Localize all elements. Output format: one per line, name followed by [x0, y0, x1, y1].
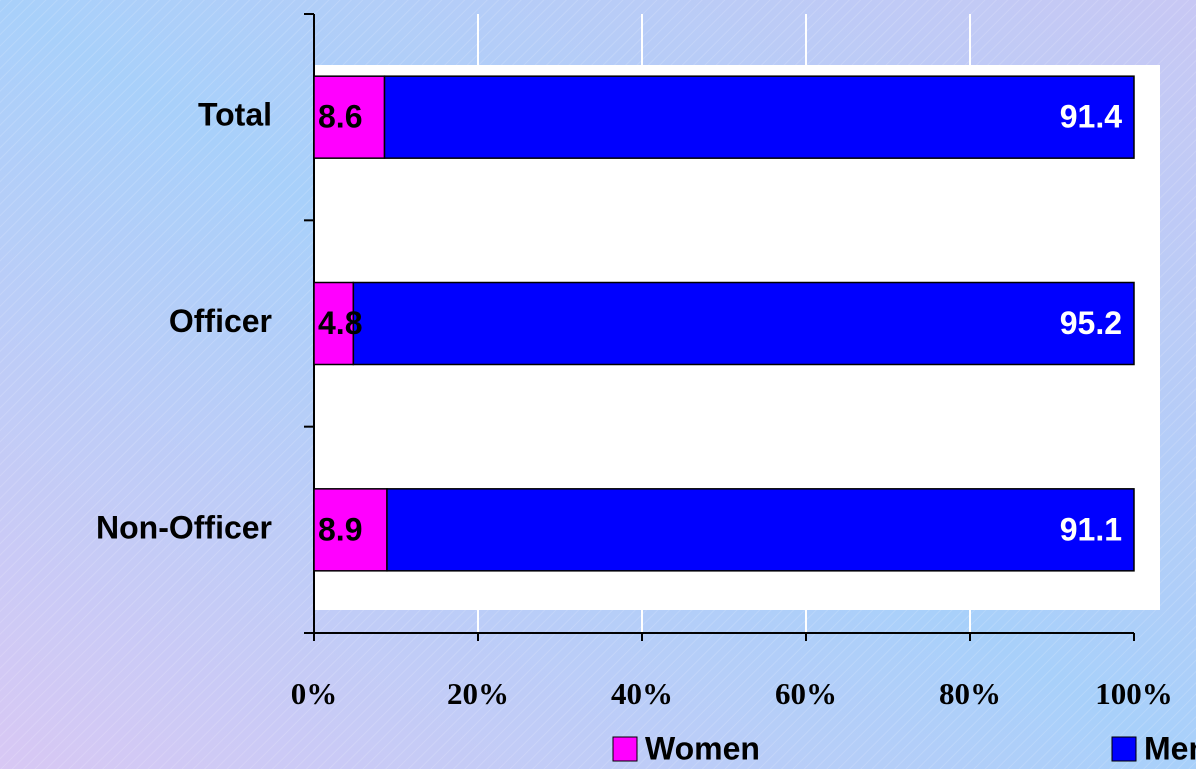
y-tick-label: Total	[198, 97, 272, 133]
y-tick-label: Officer	[169, 303, 272, 339]
x-tick-label: 100%	[1095, 676, 1173, 711]
value-label: 4.8	[318, 305, 362, 341]
bar-segment	[383, 75, 1135, 159]
x-tick-label: 0%	[291, 676, 338, 711]
legend-label: Men	[1144, 730, 1196, 766]
legend-swatch	[612, 736, 638, 762]
labels: 0% 20% 40% 60% 80% 100% Total 8.6 91.4 Officer 4.8…	[96, 97, 1196, 767]
bar-segment	[313, 488, 388, 572]
x-tick-label: 80%	[939, 676, 1001, 711]
bar-segment	[386, 488, 1135, 572]
legend-label: Women	[645, 730, 760, 766]
value-label: 91.4	[1060, 99, 1122, 135]
x-tick-label: 60%	[775, 676, 837, 711]
value-label: 8.6	[318, 99, 362, 135]
bar-segment	[313, 281, 355, 366]
bars	[313, 75, 1135, 572]
value-label: 8.9	[318, 511, 362, 547]
x-tick-label: 20%	[447, 676, 509, 711]
y-tick-label: Non-Officer	[96, 509, 272, 545]
x-tick-label: 40%	[611, 676, 673, 711]
legend-swatch	[1111, 736, 1137, 762]
value-label: 95.2	[1060, 305, 1122, 341]
bar-segment	[352, 281, 1135, 366]
bar-segment	[313, 75, 386, 159]
value-label: 91.1	[1060, 511, 1122, 547]
